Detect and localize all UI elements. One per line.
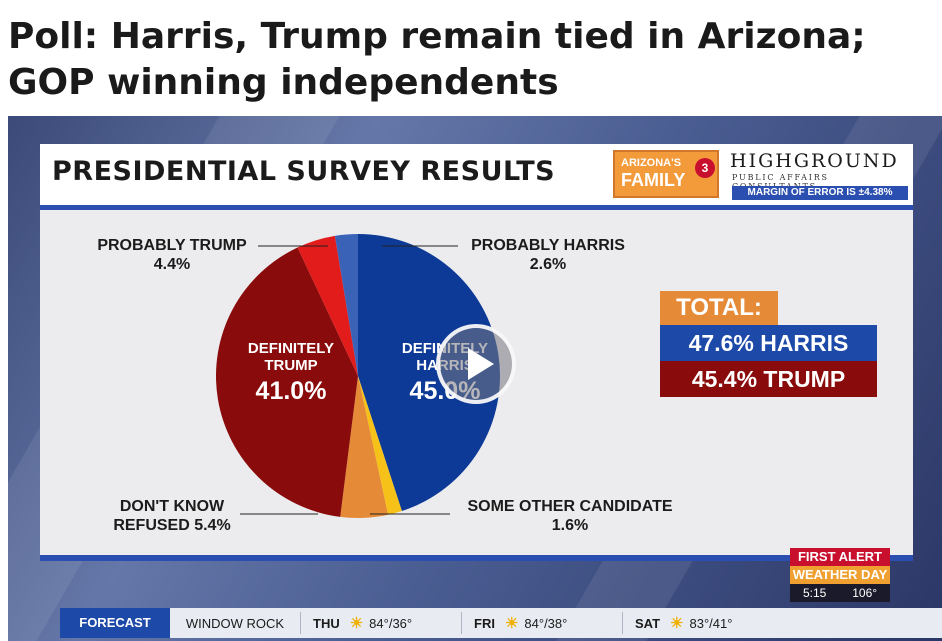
video-player[interactable]: PRESIDENTIAL SURVEY RESULTS ARIZONA'S FA…: [8, 116, 942, 641]
first-alert-temp: 106°: [852, 586, 878, 600]
probably-trump-name: PROBABLY TRUMP: [97, 237, 247, 254]
other-candidate-name: SOME OTHER CANDIDATE: [467, 498, 673, 515]
logo-line-2: FAMILY: [621, 170, 686, 190]
margin-of-error: MARGIN OF ERROR IS ±4.38%: [732, 186, 908, 200]
total-trump: 45.4% TRUMP: [660, 361, 877, 397]
probably-trump-value: 4.4%: [153, 256, 191, 273]
definitely-trump-line2: TRUMP: [264, 357, 318, 374]
pie-slice-some-other-candidate: [358, 376, 402, 515]
arizonas-family-logo: ARIZONA'S FAMILY 3: [613, 150, 719, 198]
pie-slice-don-t-know-refused: [340, 376, 389, 518]
ticker-day-temps: 84°/36°: [369, 615, 413, 631]
ticker-day-fri: FRI ☀ 84°/38°: [462, 614, 622, 632]
label-other-candidate: SOME OTHER CANDIDATE 1.6%: [450, 497, 690, 535]
probably-harris-value: 2.6%: [529, 256, 567, 273]
play-icon: [468, 348, 494, 380]
label-probably-harris: PROBABLY HARRIS 2.6%: [458, 236, 638, 274]
dont-know-line2: REFUSED 5.4%: [113, 517, 231, 534]
total-label: TOTAL:: [660, 291, 778, 325]
ticker-day-name: SAT: [635, 615, 661, 631]
label-dont-know: DON'T KNOW REFUSED 5.4%: [102, 497, 242, 535]
label-definitely-trump: DEFINITELY TRUMP 41.0%: [226, 340, 356, 408]
ticker-day-name: FRI: [474, 615, 495, 631]
first-alert-time: 5:15: [802, 586, 827, 600]
play-button[interactable]: [436, 324, 516, 404]
survey-pie-chart: [216, 234, 500, 518]
article-headline: Poll: Harris, Trump remain tied in Arizo…: [8, 16, 866, 103]
ticker-day-sat: SAT ☀ 83°/41°: [623, 614, 783, 632]
first-alert-status: 5:15 106°: [790, 584, 890, 602]
survey-title: PRESIDENTIAL SURVEY RESULTS: [52, 156, 556, 187]
probably-harris-name: PROBABLY HARRIS: [471, 237, 625, 254]
first-alert-line1: FIRST ALERT: [790, 548, 890, 566]
pie-slice-definitely-trump: [216, 247, 358, 517]
label-probably-trump: PROBABLY TRUMP 4.4%: [82, 236, 262, 274]
ticker-day-name: THU: [313, 615, 340, 631]
first-alert-line2: WEATHER DAY: [790, 566, 890, 584]
pollster-name: HIGHGROUND: [730, 150, 899, 172]
logo-line-1: ARIZONA'S: [621, 157, 682, 169]
board-header: PRESIDENTIAL SURVEY RESULTS ARIZONA'S FA…: [40, 144, 913, 210]
definitely-trump-value: 41.0%: [255, 377, 327, 405]
sun-icon: ☀: [670, 615, 684, 632]
sun-icon: ☀: [504, 615, 519, 632]
ticker-forecast-label: FORECAST: [60, 608, 170, 638]
pie-slice-definitely-harris: [358, 234, 500, 512]
pie-slice-probably-harris: [334, 234, 358, 376]
total-harris: 47.6% HARRIS: [660, 325, 877, 361]
pie-slice-probably-trump: [297, 235, 358, 376]
ticker-day-temps: 84°/38°: [524, 615, 568, 631]
ticker-location: WINDOW ROCK: [185, 615, 285, 631]
dont-know-line1: DON'T KNOW: [119, 498, 225, 515]
survey-board: PRESIDENTIAL SURVEY RESULTS ARIZONA'S FA…: [40, 144, 913, 561]
weather-ticker: FORECAST WINDOW ROCK THU ☀ 84°/36° FRI ☀…: [60, 608, 942, 638]
first-alert-badge: FIRST ALERT WEATHER DAY 5:15 106°: [790, 548, 890, 602]
ticker-day-thu: THU ☀ 84°/36°: [301, 614, 461, 632]
ticker-day-temps: 83°/41°: [689, 615, 733, 631]
other-candidate-value: 1.6%: [551, 517, 589, 534]
channel-badge: 3: [695, 158, 715, 178]
definitely-trump-line1: DEFINITELY: [247, 340, 335, 357]
sun-icon: ☀: [349, 615, 364, 632]
